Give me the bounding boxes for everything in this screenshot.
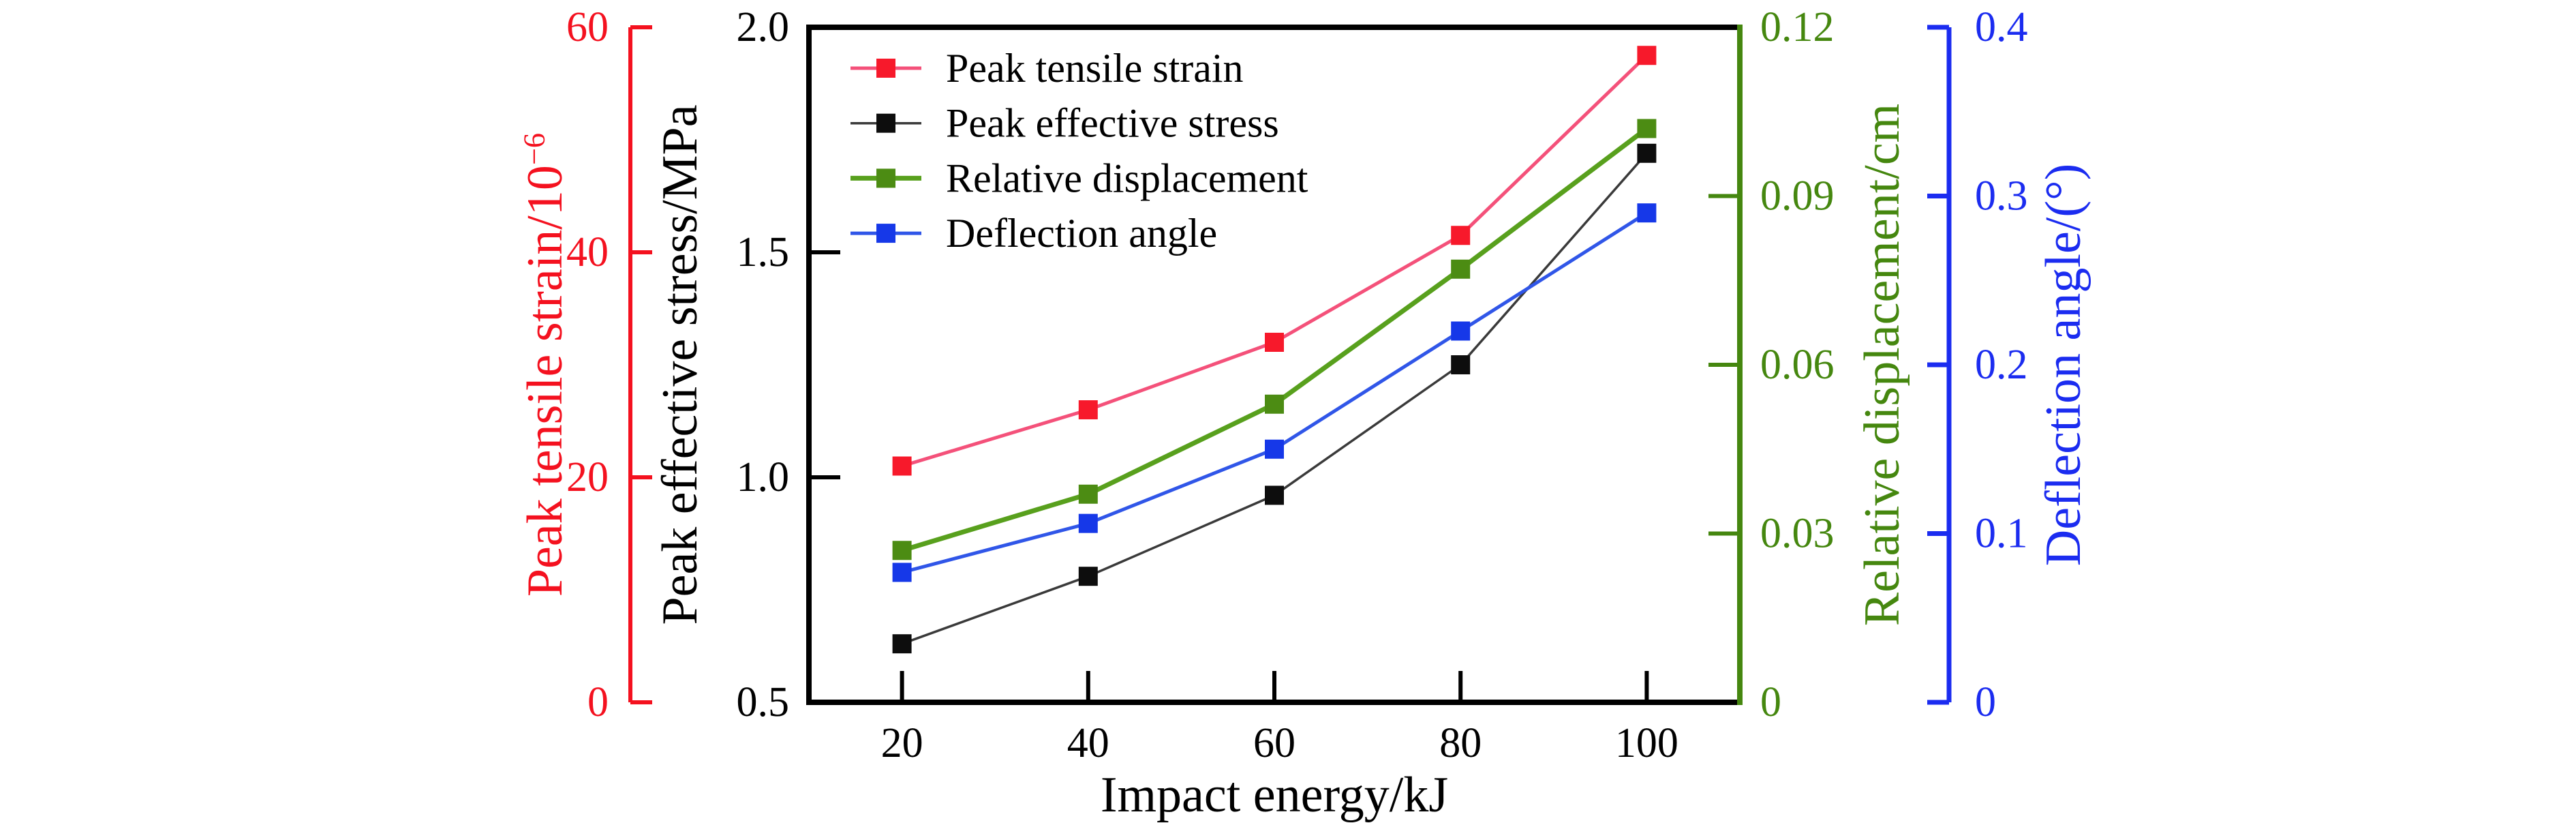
legend-label: Peak effective stress: [946, 101, 1279, 146]
y-axis-angle: [1927, 25, 1952, 705]
series-deflection-angle: [892, 203, 1657, 582]
y-tick-label-stress: 0.5: [737, 679, 790, 725]
y-tick-label-angle: 0.1: [1975, 511, 2028, 557]
y-axis-displacement: [1708, 194, 1737, 536]
data-point-relative-displacement: [1265, 394, 1284, 414]
legend-label: Relative displacement: [946, 155, 1308, 200]
data-point-deflection-angle: [1451, 321, 1471, 341]
y-tick-label-strain: 60: [566, 4, 609, 50]
legend-marker-sample: [876, 224, 895, 243]
data-point-peak-tensile-strain: [1078, 400, 1098, 419]
data-point-relative-displacement: [1637, 119, 1657, 138]
legend-item-peak-tensile-strain: [850, 59, 921, 78]
legend-label: Peak tensile strain: [946, 46, 1244, 91]
y-tick-label-strain: 20: [566, 454, 609, 500]
series-relative-displacement: [892, 119, 1657, 560]
series-peak-effective-stress: [892, 143, 1657, 654]
data-point-peak-effective-stress: [1078, 567, 1098, 586]
legend-item-peak-effective-stress: [850, 113, 921, 133]
data-point-peak-tensile-strain: [1451, 226, 1471, 245]
data-point-peak-tensile-strain: [1265, 333, 1284, 352]
y-tick-label-angle: 0.4: [1975, 4, 2028, 50]
y-tick-label-displacement: 0.09: [1760, 173, 1835, 220]
y-tick-label-strain: 40: [566, 229, 609, 275]
y-tick-label-angle: 0.2: [1975, 342, 2028, 388]
data-point-deflection-angle: [1637, 203, 1657, 223]
data-point-deflection-angle: [892, 563, 912, 582]
y-tick-label-strain: 0: [587, 679, 609, 725]
data-point-peak-effective-stress: [1451, 355, 1471, 374]
data-point-peak-effective-stress: [1637, 143, 1657, 163]
legend-marker-sample: [876, 113, 895, 133]
data-point-peak-effective-stress: [1265, 485, 1284, 505]
y-tick-label-stress: 1.5: [737, 229, 790, 275]
data-point-peak-tensile-strain: [1637, 46, 1657, 65]
y-tick-label-angle: 0.3: [1975, 173, 2028, 220]
data-point-peak-effective-stress: [892, 634, 912, 654]
data-point-deflection-angle: [1078, 513, 1098, 533]
y-tick-label-displacement: 0.12: [1760, 4, 1835, 50]
x-tick-label: 40: [1067, 720, 1109, 766]
legend-item-deflection-angle: [850, 224, 921, 243]
y-tick-label-stress: 1.0: [737, 454, 790, 500]
x-tick-label: 80: [1439, 720, 1482, 766]
y-axis-title-stress: Peak effective stress/MPa: [652, 104, 708, 625]
y-tick-label-displacement: 0.03: [1760, 511, 1835, 557]
y-tick-label-angle: 0: [1975, 679, 1996, 725]
y-axis-title-strain-exponent: −6: [517, 132, 551, 166]
y-axis-title-strain-text: Peak tensile strain/10: [517, 165, 573, 597]
x-tick-label: 60: [1253, 720, 1295, 766]
y-axis-stress: [812, 250, 840, 479]
x-tick-label: 100: [1615, 720, 1678, 766]
data-point-relative-displacement: [1451, 259, 1471, 279]
x-axis: [900, 671, 1649, 700]
x-axis-title: Impact energy/kJ: [1100, 767, 1449, 823]
y-tick-label-displacement: 0: [1760, 679, 1781, 725]
legend: [850, 59, 921, 243]
y-axis-title-displacement: Relative displacement/cm: [1854, 103, 1910, 627]
y-axis-title-strain: Peak tensile strain/10−6: [517, 132, 573, 597]
y-axis-strain: [628, 25, 652, 704]
data-point-relative-displacement: [1078, 484, 1098, 504]
x-tick-label: 20: [881, 720, 923, 766]
plot-frame: [806, 25, 1743, 705]
legend-marker-sample: [876, 59, 895, 78]
data-point-peak-tensile-strain: [892, 456, 912, 476]
y-axis-title-angle: Deflection angle/(°): [2036, 163, 2091, 567]
series-peak-tensile-strain: [892, 46, 1657, 476]
y-tick-label-displacement: 0.06: [1760, 342, 1835, 388]
legend-item-relative-displacement: [850, 168, 921, 188]
legend-marker-sample: [876, 168, 895, 188]
y-tick-label-stress: 2.0: [737, 4, 790, 50]
legend-label: Deflection angle: [946, 211, 1217, 256]
data-point-deflection-angle: [1265, 439, 1284, 459]
data-point-relative-displacement: [892, 541, 912, 560]
